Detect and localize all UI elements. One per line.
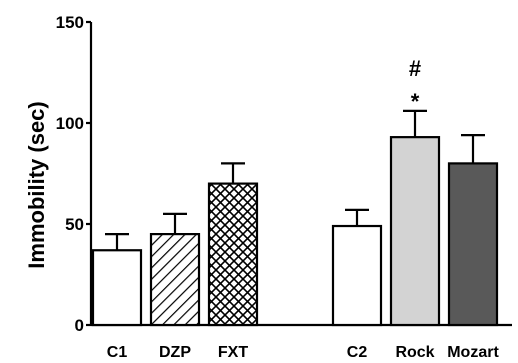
- bar-mozart: [447, 162, 499, 327]
- significance-mark: *: [411, 89, 420, 114]
- category-label-c1: C1: [107, 344, 128, 361]
- y-tick-label: 150: [56, 13, 84, 32]
- y-tick-label: 100: [56, 114, 84, 133]
- bar-dzp: [149, 233, 201, 327]
- significance-mark: #: [409, 56, 421, 81]
- bars: #*: [91, 56, 499, 327]
- category-label-fxt: FXT: [218, 344, 248, 361]
- category-label-c2: C2: [347, 344, 368, 361]
- y-tick-label: 50: [65, 215, 84, 234]
- bar-c2: [331, 224, 383, 327]
- y-axis-label: Immobility (sec): [24, 101, 49, 268]
- category-label-mozart: Mozart: [447, 344, 499, 361]
- y-tick-label: 0: [75, 316, 84, 335]
- bar-rock: [389, 136, 441, 327]
- category-label-dzp: DZP: [159, 344, 191, 361]
- bar-fxt: [207, 182, 259, 327]
- category-labels: C1 DZP FXT C2 Rock Mozart: [107, 344, 500, 361]
- bar-c1: [91, 249, 143, 327]
- category-label-rock: Rock: [395, 344, 434, 361]
